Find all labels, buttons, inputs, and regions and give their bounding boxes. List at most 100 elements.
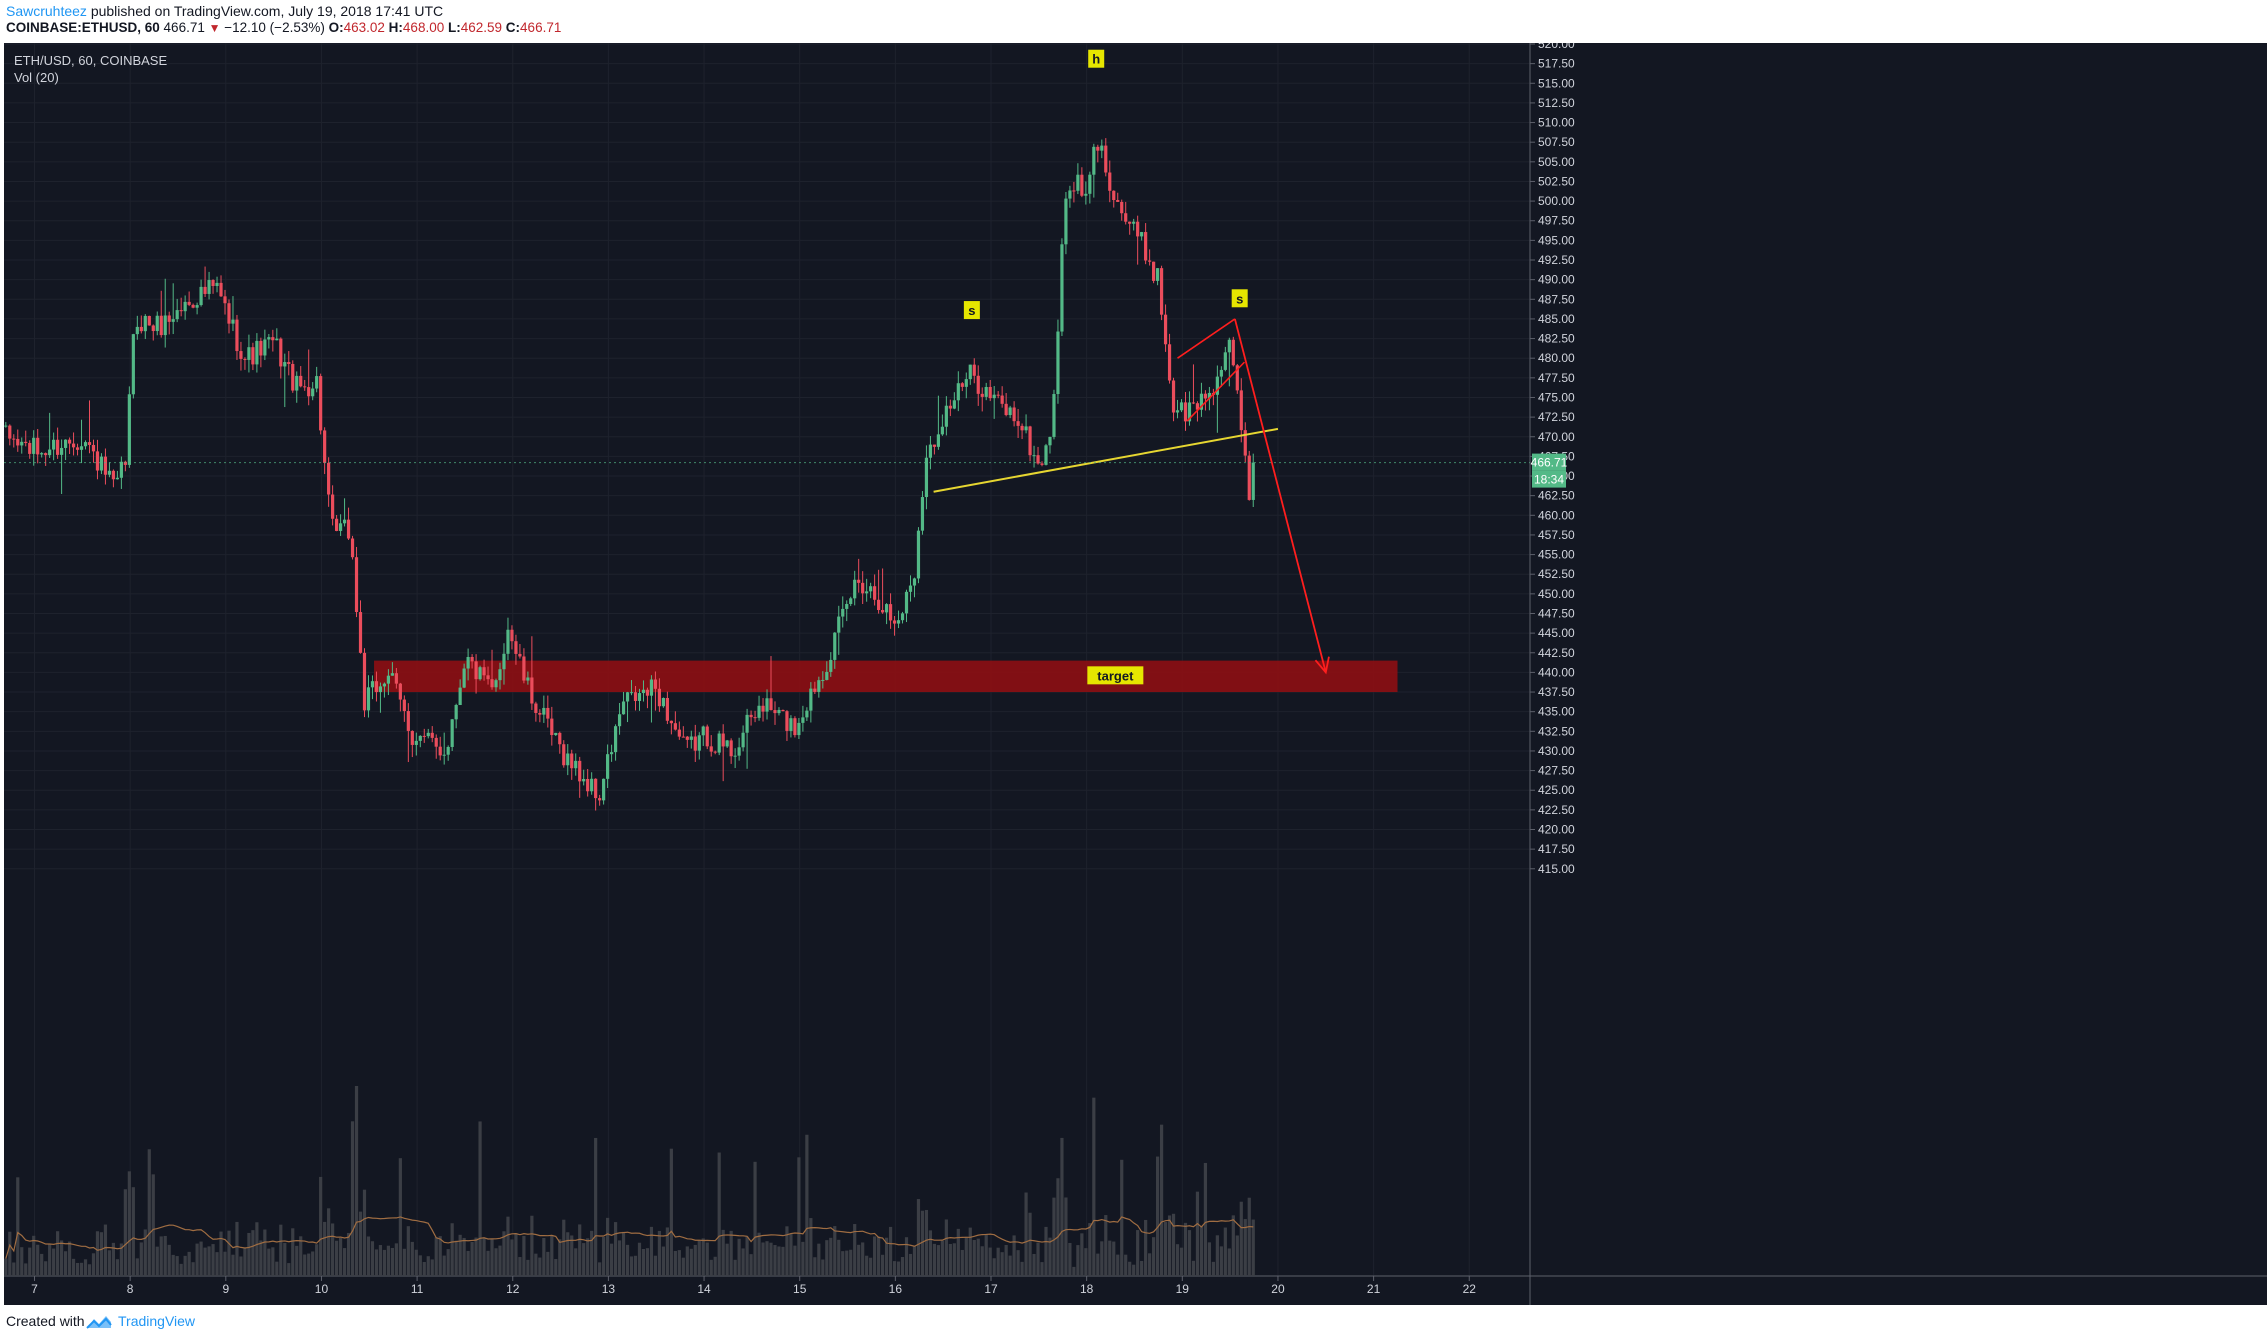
tradingview-link[interactable]: TradingView (118, 1313, 196, 1329)
volume-bar (195, 1243, 199, 1276)
tradingview-logo-icon[interactable] (86, 1314, 112, 1330)
volume-bar (159, 1236, 163, 1276)
volume-bar (506, 1216, 510, 1276)
candle-body (36, 437, 40, 455)
volume-bar (1044, 1226, 1048, 1276)
chart-area[interactable]: 520.00 517.50 515.00 512.50 510.00 507.50 505.… (4, 43, 2267, 1305)
volume-bar (1016, 1250, 1020, 1276)
candle-body (729, 740, 733, 757)
volume-bar (259, 1240, 263, 1276)
volume-bar (52, 1248, 56, 1276)
volume-bar (805, 1134, 809, 1276)
volume-bar (350, 1121, 355, 1276)
candle-body (319, 376, 323, 431)
volume-bar (984, 1233, 988, 1276)
volume-bar (1219, 1246, 1223, 1276)
volume-bar (1155, 1156, 1160, 1276)
volume-bar (295, 1245, 299, 1276)
candle-body (323, 430, 327, 463)
volume-bar (354, 1086, 359, 1276)
candle-body (896, 620, 901, 624)
price-tick-label: 505.00 (1538, 155, 1575, 169)
volume-bar (478, 1121, 482, 1276)
volume-bar (857, 1244, 861, 1276)
volume-bar (103, 1224, 108, 1276)
time-tick-label: 9 (222, 1282, 229, 1296)
price-tick-label: 470.00 (1538, 430, 1575, 444)
candle-body (454, 704, 458, 720)
candle-body (450, 719, 454, 747)
candle-body (219, 282, 223, 297)
volume-bar (327, 1208, 331, 1276)
volume-bar (1136, 1230, 1140, 1276)
volume-bar (665, 1227, 669, 1276)
volume-bar (239, 1256, 243, 1276)
candle-body (761, 705, 765, 712)
author-link[interactable]: Sawcruhteez (6, 3, 87, 19)
projection-arrow-head (1314, 656, 1330, 675)
candle-body (32, 437, 36, 454)
candle-body (960, 383, 964, 387)
volume-bar (765, 1241, 769, 1276)
candle-body (478, 667, 482, 680)
candle-body (1199, 393, 1204, 410)
candle-body (566, 753, 570, 766)
volume-bar (1020, 1261, 1024, 1276)
candle-body (422, 735, 426, 737)
volume-bar (865, 1255, 869, 1276)
volume-bar (813, 1257, 817, 1276)
candle-body (645, 689, 650, 696)
volume-bar (586, 1238, 590, 1276)
volume-bar (753, 1161, 757, 1276)
candle-body (311, 388, 315, 397)
candle-body (1191, 402, 1196, 404)
candle-body (299, 375, 303, 387)
candle-body (1112, 190, 1116, 201)
volume-bar (657, 1230, 662, 1276)
volume-bar (1100, 1241, 1104, 1276)
candle-body (769, 698, 773, 711)
candle-body (334, 518, 339, 531)
candle-body (331, 494, 335, 519)
volume-bar (980, 1246, 984, 1276)
candle-body (749, 714, 753, 718)
candle-body (1219, 369, 1223, 377)
candle-body (67, 439, 72, 444)
candle-body (1096, 146, 1100, 151)
volume-bar (1108, 1240, 1112, 1276)
volume-bar (1239, 1201, 1243, 1276)
time-tick-label: 21 (1367, 1282, 1381, 1296)
candle-body (1128, 221, 1132, 224)
volume-bar (67, 1241, 72, 1276)
volume-bar (1207, 1242, 1212, 1276)
volume-bar (438, 1236, 442, 1276)
candle-body (24, 441, 28, 443)
candle-body (1004, 403, 1008, 416)
volume-bar (247, 1232, 251, 1276)
volume-bar (1235, 1235, 1239, 1276)
candle-body (996, 394, 1000, 396)
candle-body (398, 683, 402, 700)
candle-body (777, 709, 781, 714)
candle-body (602, 778, 606, 801)
volume-bar (87, 1264, 92, 1276)
volume-bar (1231, 1215, 1235, 1276)
volume-bar (251, 1230, 255, 1276)
candle-body (1108, 172, 1112, 191)
volume-bar (486, 1250, 490, 1276)
target-zone (374, 660, 1398, 693)
volume-bar (1215, 1235, 1219, 1276)
volume-bar (673, 1250, 677, 1276)
volume-bar (877, 1236, 881, 1276)
price-chart[interactable]: 520.00 517.50 515.00 512.50 510.00 507.50 505.… (4, 43, 2267, 1305)
candle-body (705, 726, 709, 747)
candle-body (677, 729, 681, 737)
time-tick-label: 12 (506, 1282, 520, 1296)
candle-body (849, 598, 853, 604)
volume-bar (1195, 1191, 1200, 1276)
candle-body (613, 726, 618, 753)
candle-body (251, 347, 255, 365)
price-tick-label: 417.50 (1538, 842, 1575, 856)
candle-body (574, 760, 578, 769)
price-tick-label: 450.00 (1538, 587, 1575, 601)
